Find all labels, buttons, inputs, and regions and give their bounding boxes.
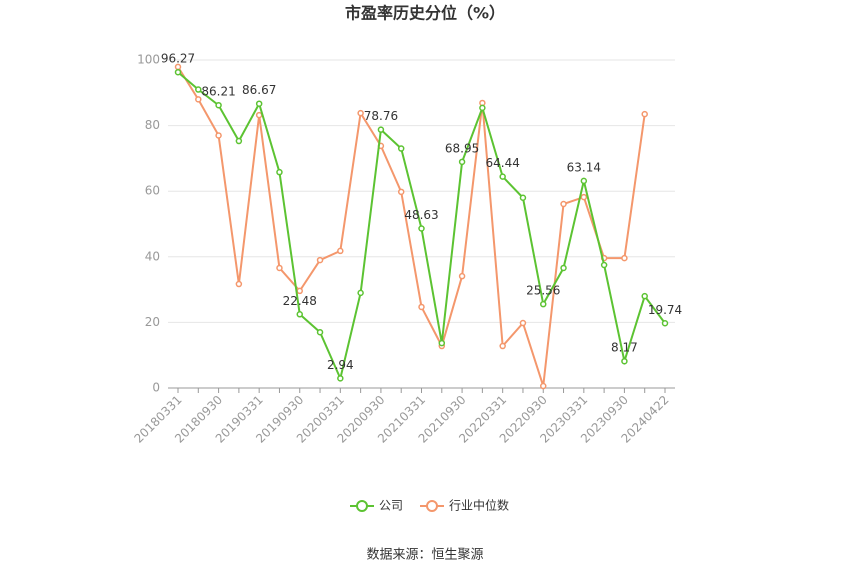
y-tick-label: 60 (145, 184, 160, 198)
point (499, 342, 506, 350)
point (235, 137, 243, 145)
point (255, 100, 263, 107)
point (600, 261, 608, 269)
point (438, 339, 446, 347)
value-label: 96.27 (161, 52, 195, 66)
value-label: 8.17 (611, 341, 638, 355)
point (195, 86, 202, 93)
point (560, 200, 567, 208)
y-tick-label: 20 (145, 315, 160, 329)
value-label: 48.63 (404, 208, 438, 222)
value-label: 64.44 (485, 156, 519, 170)
legend-marker (356, 500, 368, 512)
point (560, 264, 567, 272)
point (540, 382, 547, 390)
point (174, 68, 182, 76)
value-label: 19.74 (648, 303, 682, 317)
point (621, 254, 628, 262)
point (458, 158, 466, 166)
point (397, 188, 405, 196)
point (215, 101, 222, 109)
point (499, 173, 506, 180)
value-label: 22.48 (283, 294, 317, 308)
point (357, 289, 364, 297)
value-label: 25.56 (526, 284, 560, 298)
source: 数据来源：恒生聚源 (366, 548, 483, 563)
point (540, 300, 547, 308)
point (337, 375, 344, 382)
series-line (177, 66, 646, 387)
point (235, 280, 243, 288)
point (580, 177, 588, 185)
point (519, 194, 527, 202)
y-tick-label: 100 (137, 53, 160, 67)
legend-label: 公司 (379, 499, 403, 513)
legend-label: 行业中位数 (449, 498, 509, 513)
y-tick-label: 80 (145, 118, 160, 132)
value-label: 2.94 (327, 358, 354, 372)
value-label: 86.21 (201, 85, 235, 99)
value-label: 63.14 (567, 160, 601, 174)
point (397, 145, 405, 152)
point (316, 328, 324, 336)
point (479, 104, 486, 112)
point (458, 272, 466, 280)
point (357, 109, 364, 117)
point (255, 111, 263, 119)
point (641, 292, 648, 300)
value-label: 68.95 (445, 141, 479, 155)
point (641, 110, 648, 118)
point (418, 303, 425, 311)
point (661, 320, 669, 327)
chart-title: 市盈率历史分位（%） (345, 4, 505, 23)
point (580, 193, 588, 201)
point (276, 168, 283, 176)
point (195, 96, 202, 103)
point (296, 287, 303, 295)
point (215, 132, 222, 139)
point (276, 264, 283, 272)
legend-marker (426, 500, 438, 512)
value-label: 78.76 (364, 109, 398, 123)
point (377, 126, 385, 133)
y-tick-label: 40 (145, 249, 160, 263)
point (621, 357, 628, 365)
value-label: 86.67 (242, 83, 276, 97)
point (519, 319, 527, 327)
y-tick-label: 0 (152, 381, 160, 395)
point (316, 256, 324, 264)
point (418, 225, 425, 232)
point (296, 311, 303, 318)
point (337, 247, 344, 255)
